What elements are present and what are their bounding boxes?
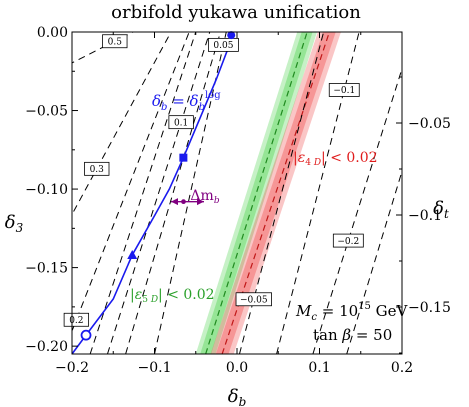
contour-label: 0.1 (168, 115, 194, 130)
contour-label-text: −0.1 (333, 86, 355, 96)
contour-label-box (332, 233, 364, 248)
x-tick-label: −0.1 (138, 360, 172, 376)
contour-line (346, 169, 402, 354)
contour-label: 0.2 (63, 312, 90, 327)
contour-label-box (102, 34, 128, 49)
contour-label: 0.5 (102, 34, 128, 49)
contour-label: −0.2 (332, 233, 364, 248)
contour-label-text: 0.05 (213, 41, 233, 51)
contour-label-text: 0.1 (174, 118, 188, 128)
contour-label-box (84, 161, 110, 176)
contour-label-text: 0.2 (69, 316, 83, 326)
band-center-line (221, 32, 330, 354)
x-tick-label: 0.0 (226, 360, 248, 376)
band-outer-eps4d (210, 32, 341, 354)
y2-tick-label: −0.1 (408, 208, 442, 224)
contour-line (238, 32, 325, 354)
arrow-center-dot (181, 199, 186, 205)
tanbeta-annotation: tan β = 50 (313, 326, 392, 344)
eps5d-label: |ε5 D| < 0.02 (130, 287, 215, 305)
contour-line (106, 32, 211, 354)
contour-label-box (208, 37, 239, 52)
arrow-head-right (197, 198, 204, 206)
marker-square (179, 153, 188, 162)
y-tick-label: −0.05 (25, 104, 68, 120)
arrow-head-left (171, 198, 178, 206)
y2-tick-label: −0.15 (408, 300, 451, 316)
contour-line (312, 67, 402, 354)
contour-line (125, 32, 221, 354)
contour-label: −0.05 (235, 292, 272, 307)
log-curve (72, 34, 232, 354)
contour-label-text: −0.2 (337, 237, 359, 247)
x-tick-label: 0.2 (391, 360, 413, 376)
contour-label-text: 0.5 (108, 37, 123, 47)
delta-mb-arrow (171, 198, 204, 206)
y-tick-label: −0.10 (25, 182, 68, 198)
y2-axis-label: δt (433, 198, 449, 221)
contour-label: 0.3 (84, 161, 110, 176)
contour-label-box (235, 292, 272, 307)
eps4d-label: |ε4 D| < 0.02 (293, 150, 378, 168)
contour-line (72, 32, 190, 333)
x-axis-label: δb (228, 386, 247, 407)
contour-line (89, 32, 197, 354)
x-tick-label: −0.2 (55, 360, 89, 376)
contour-label-text: −0.05 (240, 295, 268, 305)
y-tick-label: 0.00 (37, 25, 68, 41)
contour-label-box (63, 312, 90, 327)
y2-tick-label: −0.05 (408, 116, 451, 132)
contour-label-box (328, 83, 360, 97)
y-axis-label: δ3 (5, 212, 24, 235)
contour-label-box (168, 115, 194, 130)
contour-label-text: 0.3 (90, 165, 105, 175)
band-outer-eps5d (195, 32, 318, 354)
band-inner-eps5d (200, 32, 313, 354)
mc-annotation: Mc = 1015 GeV (295, 301, 409, 323)
contour-label: 0.05 (208, 37, 239, 52)
delta-mb-label: Δmb (190, 188, 219, 206)
x-tick-label: 0.1 (308, 360, 330, 376)
marker-triangle (127, 250, 138, 260)
chart-title: orbifold yukawa unification (111, 2, 361, 23)
y-tick-label: −0.15 (25, 261, 68, 277)
marker-filled-circle (227, 31, 236, 40)
y-tick-label: −0.20 (25, 339, 68, 355)
contour-line (154, 32, 227, 354)
marker-open-circle (80, 329, 92, 341)
band-center-line (205, 32, 308, 354)
band-inner-eps4d (215, 32, 336, 354)
contour-line (72, 32, 172, 216)
contour-label: −0.1 (328, 83, 360, 97)
